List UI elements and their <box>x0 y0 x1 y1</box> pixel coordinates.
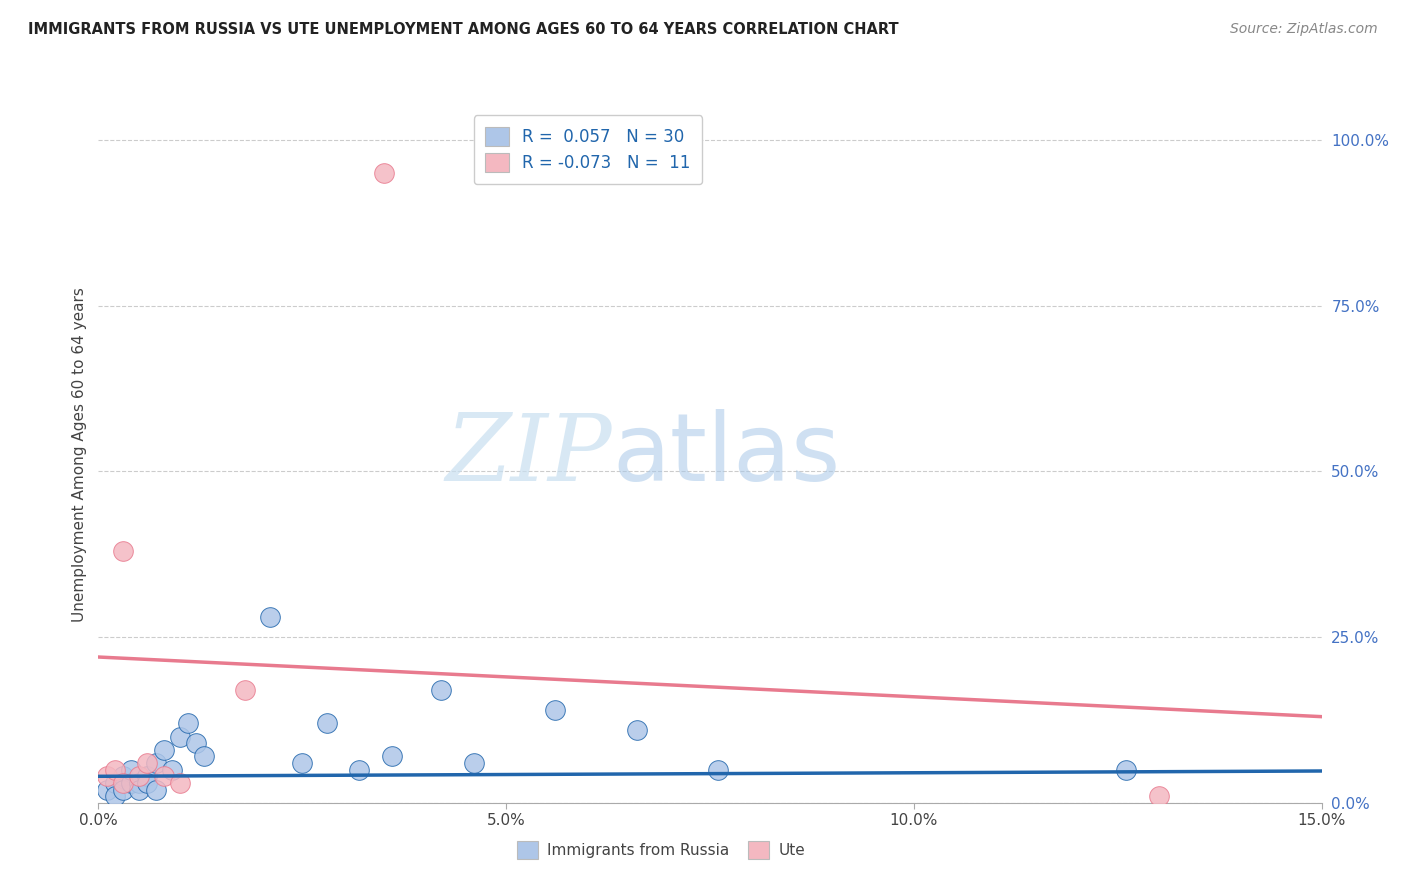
Point <box>707 763 730 777</box>
Point <box>136 776 159 790</box>
Point <box>233 683 256 698</box>
Text: IMMIGRANTS FROM RUSSIA VS UTE UNEMPLOYMENT AMONG AGES 60 TO 64 YEARS CORRELATION: IMMIGRANTS FROM RUSSIA VS UTE UNEMPLOYME… <box>28 22 898 37</box>
Point <box>160 763 183 777</box>
Point <box>259 610 281 624</box>
Point <box>136 756 159 770</box>
Point <box>128 782 150 797</box>
Point <box>152 743 174 757</box>
Point <box>373 166 395 180</box>
Point <box>1115 763 1137 777</box>
Point <box>169 730 191 744</box>
Text: ZIP: ZIP <box>446 410 612 500</box>
Point <box>152 769 174 783</box>
Point <box>111 769 134 783</box>
Y-axis label: Unemployment Among Ages 60 to 64 years: Unemployment Among Ages 60 to 64 years <box>72 287 87 623</box>
Point <box>111 782 134 797</box>
Point <box>177 716 200 731</box>
Point <box>381 749 404 764</box>
Point <box>111 776 134 790</box>
Point <box>96 782 118 797</box>
Point <box>1147 789 1170 804</box>
Legend: Immigrants from Russia, Ute: Immigrants from Russia, Ute <box>510 835 811 864</box>
Point <box>626 723 648 737</box>
Point <box>544 703 567 717</box>
Text: Source: ZipAtlas.com: Source: ZipAtlas.com <box>1230 22 1378 37</box>
Point <box>193 749 215 764</box>
Point <box>430 683 453 698</box>
Point <box>463 756 485 770</box>
Point <box>111 544 134 558</box>
Point <box>349 763 371 777</box>
Point <box>136 769 159 783</box>
Point <box>291 756 314 770</box>
Point <box>169 776 191 790</box>
Point <box>104 789 127 804</box>
Point <box>145 756 167 770</box>
Point <box>128 776 150 790</box>
Point <box>315 716 337 731</box>
Point <box>186 736 208 750</box>
Point <box>120 763 142 777</box>
Point <box>104 776 127 790</box>
Point <box>104 763 127 777</box>
Point <box>96 769 118 783</box>
Point <box>145 782 167 797</box>
Point <box>128 769 150 783</box>
Point <box>120 776 142 790</box>
Text: atlas: atlas <box>612 409 841 501</box>
